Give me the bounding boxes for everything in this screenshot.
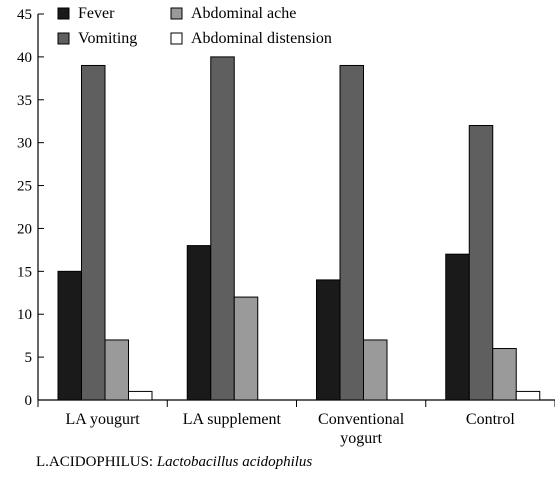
x-tick-label-1: LA supplement <box>183 411 282 428</box>
y-tick-label-0: 0 <box>25 393 33 409</box>
bar-fever-3 <box>445 253 470 401</box>
bar-chart: 0 5 10 15 20 25 30 35 40 45 LA yougurt LA supplemen… <box>17 5 555 447</box>
y-tick-label-30: 30 <box>17 136 32 152</box>
legend-swatch-fever <box>57 7 70 20</box>
legend-label-vomiting: Vomiting <box>78 30 137 47</box>
legend-swatch-vomiting <box>57 32 70 45</box>
bar-vomiting-1 <box>210 56 235 401</box>
x-tick-label-3: Control <box>466 411 515 428</box>
bar-fever-1 <box>186 245 212 401</box>
bar-vomiting-3 <box>468 125 494 401</box>
legend-label-abdominal-distension: Abdominal distension <box>191 30 332 47</box>
x-tick-label-0: LA yougurt <box>66 411 141 428</box>
footnote-abbreviation: L.ACIDOPHILUS: <box>36 454 157 470</box>
footnote: L.ACIDOPHILUS: Lactobacillus acidophilus <box>36 454 312 471</box>
y-tick-label-15: 15 <box>17 264 32 280</box>
bar-abdominal-distension-3 <box>515 390 541 401</box>
y-tick-label-45: 45 <box>17 7 32 23</box>
bar-abdominal-ache-0 <box>104 339 129 401</box>
y-tick-label-40: 40 <box>17 50 32 66</box>
y-tick-label-20: 20 <box>17 221 32 237</box>
bar-abdominal-distension-0 <box>128 390 153 401</box>
legend-label-abdominal-ache: Abdominal ache <box>191 5 296 22</box>
bar-fever-2 <box>316 279 341 401</box>
bar-abdominal-ache-2 <box>363 339 388 401</box>
x-tick-label-2: Conventional yogurt <box>318 411 405 447</box>
bar-vomiting-0 <box>81 64 106 401</box>
legend-swatch-abdominal-ache <box>170 7 183 20</box>
y-tick-label-5: 5 <box>25 350 33 366</box>
footnote-species-name: Lactobacillus acidophilus <box>156 454 313 470</box>
y-tick-label-35: 35 <box>17 93 32 109</box>
bar-abdominal-ache-3 <box>492 348 517 401</box>
bar-fever-0 <box>57 270 82 401</box>
bar-vomiting-2 <box>339 64 364 401</box>
legend-label-fever: Fever <box>78 5 115 22</box>
legend-swatch-abdominal-distension <box>170 32 183 45</box>
y-tick-label-10: 10 <box>17 307 32 323</box>
bar-abdominal-ache-1 <box>233 296 259 401</box>
y-tick-label-25: 25 <box>17 179 32 195</box>
